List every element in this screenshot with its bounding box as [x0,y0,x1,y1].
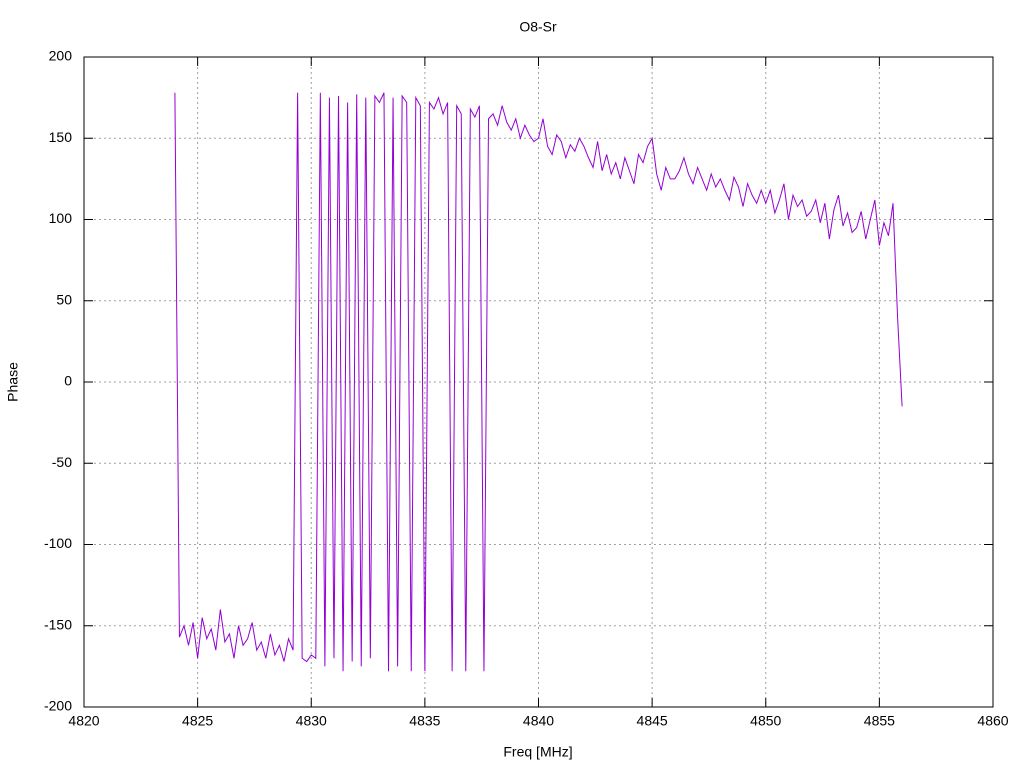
y-tick-label: -150 [44,616,72,632]
plot-border [83,56,994,708]
x-tick-label: 4845 [637,713,668,729]
x-tick-label: 4830 [296,713,327,729]
y-axis-label: Phase [5,362,21,402]
x-tick-label: 4835 [409,713,440,729]
y-tick-label: -100 [44,535,72,551]
y-tick-label: 200 [49,48,73,64]
x-tick-label: 4855 [864,713,895,729]
x-tick-label: 4840 [523,713,554,729]
x-tick-label: 4820 [68,713,99,729]
y-tick-label: -200 [44,698,72,714]
x-tick-label: 4825 [182,713,213,729]
y-tick-label: 100 [49,210,73,226]
y-tick-label: 150 [49,129,73,145]
y-tick-label: 50 [56,291,72,307]
data-line [174,92,903,672]
y-tick-label: -50 [52,454,72,470]
x-axis-label: Freq [MHz] [503,744,572,760]
y-tick-label: 0 [64,373,72,389]
x-tick-label: 4860 [977,713,1008,729]
x-tick-label: 4850 [750,713,781,729]
chart-title: O8-Sr [519,19,557,35]
